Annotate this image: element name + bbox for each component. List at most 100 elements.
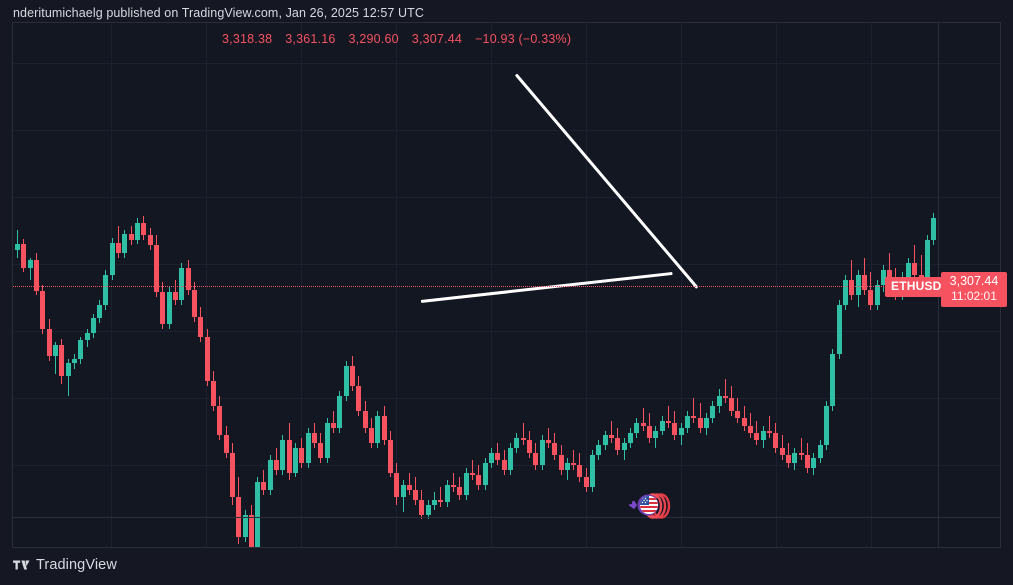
candle-body: [463, 472, 469, 495]
candle-body: [583, 477, 589, 488]
candle-body: [830, 353, 836, 406]
candle-body: [46, 329, 52, 357]
candle-body: [198, 316, 204, 337]
candle-body: [539, 440, 545, 466]
candle-body: [381, 415, 387, 441]
candle-wick: [333, 410, 334, 433]
candle-body: [312, 433, 318, 443]
last-price-dotted-line[interactable]: [13, 285, 938, 287]
candle-body: [672, 423, 678, 436]
candle-body: [40, 290, 46, 330]
candle-body: [716, 395, 722, 406]
candle-body: [615, 437, 621, 451]
usa-flag-coin-sticker[interactable]: [628, 489, 674, 523]
candle-body: [109, 242, 115, 275]
candle-body: [912, 262, 918, 275]
horizontal-gridline: [13, 264, 1000, 265]
candle-body: [299, 447, 305, 463]
vertical-gridline: [206, 23, 207, 547]
candle-body: [293, 447, 299, 473]
candle-body: [27, 260, 33, 268]
candle-body: [217, 405, 223, 436]
candle-body: [558, 455, 564, 471]
candle-body: [590, 455, 596, 488]
candle-body: [526, 440, 532, 453]
candle-body: [356, 386, 362, 411]
candle-body: [868, 289, 874, 305]
candle-body: [166, 292, 172, 325]
candle-body: [577, 465, 583, 478]
ohlc-legend: 3,318.38 3,361.16 3,290.60 3,307.44 −10.93 (…: [222, 32, 571, 46]
candle-body: [128, 234, 134, 241]
candle-body: [842, 279, 848, 305]
horizontal-gridline: [13, 197, 1000, 198]
candle-body: [805, 455, 810, 468]
candle-wick: [453, 472, 455, 493]
candle-body: [786, 455, 792, 463]
legend-high: 3,361.16: [285, 32, 336, 46]
drawing-annotations[interactable]: [13, 23, 1000, 547]
candle-body: [116, 242, 122, 253]
chart-frame[interactable]: [12, 22, 1001, 548]
candle-body: [432, 499, 438, 505]
candle-body: [653, 430, 659, 438]
vertical-gridline: [111, 23, 112, 547]
candle-body: [564, 462, 570, 471]
candle-body: [52, 345, 58, 357]
candle-wick: [611, 420, 613, 443]
horizontal-gridline: [13, 331, 1000, 332]
last-price-value: 3,307.44: [949, 273, 999, 288]
candle-body: [419, 499, 425, 515]
candle-body: [520, 437, 526, 441]
candle-body: [729, 398, 735, 411]
candle-body: [349, 366, 355, 387]
candle-body: [470, 472, 476, 475]
candle-body: [773, 433, 779, 448]
candle-body: [444, 484, 450, 503]
candle-wick: [67, 358, 69, 396]
candle-body: [855, 274, 861, 295]
candle-body: [735, 410, 741, 419]
candle-body: [280, 440, 286, 471]
candle-body: [634, 423, 640, 433]
candle-body: [242, 514, 248, 537]
candle-body: [65, 362, 71, 377]
horizontal-gridline: [13, 130, 1000, 131]
candle-body: [640, 423, 646, 426]
candle-body: [248, 514, 254, 547]
candle-wick: [788, 442, 790, 468]
candle-body: [21, 244, 27, 268]
candle-wick: [573, 450, 575, 471]
candle-body: [861, 274, 867, 290]
candle-body: [874, 284, 880, 305]
candle-wick: [522, 423, 524, 446]
candle-wick: [440, 487, 442, 508]
candle-body: [451, 484, 457, 488]
candle-body: [552, 442, 558, 456]
candle-body: [229, 452, 235, 498]
candle-body: [931, 218, 937, 241]
tradingview-wordmark: TradingView: [36, 557, 117, 573]
last-price-badge[interactable]: 3,307.44 11:02:01: [941, 271, 1007, 307]
candle-body: [141, 223, 147, 236]
candle-body: [489, 452, 494, 463]
candle-body: [678, 428, 684, 436]
candle-body: [438, 499, 444, 503]
candle-wick: [667, 405, 669, 429]
candle-body: [596, 445, 602, 456]
candle-wick: [693, 398, 695, 424]
candle-body: [204, 336, 210, 382]
legend-close: 3,307.44: [411, 32, 463, 46]
vertical-gridline: [491, 23, 492, 547]
candle-wick: [750, 413, 752, 438]
candle-wick: [851, 260, 853, 300]
candle-body: [823, 405, 829, 446]
candle-body: [122, 234, 128, 253]
candle-body: [602, 435, 608, 446]
symbol-badge[interactable]: ETHUSD: [885, 276, 948, 297]
candle-body: [507, 447, 513, 471]
candle-body: [375, 415, 381, 443]
candle-body: [887, 270, 893, 283]
candle-wick: [54, 341, 56, 374]
